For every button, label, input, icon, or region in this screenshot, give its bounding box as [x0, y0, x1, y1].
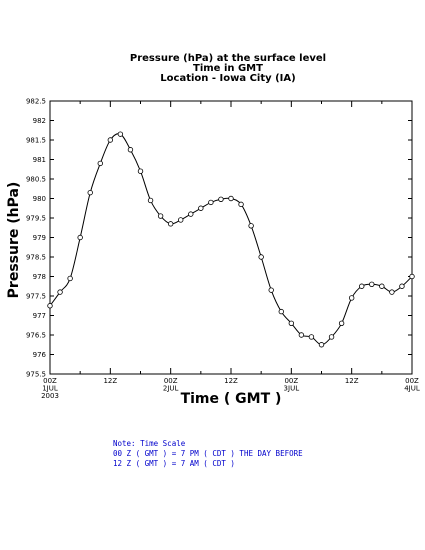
data-point [208, 199, 214, 206]
chart-title-line-1: Pressure (hPa) at the surface level [130, 53, 326, 64]
data-point [157, 213, 164, 219]
y-tick-label: 980 [33, 195, 46, 203]
data-point [399, 283, 405, 289]
data-point [308, 334, 315, 340]
y-axis-label: Pressure (hPa) [6, 182, 22, 299]
data-point [178, 217, 184, 223]
y-tick-label: 977 [33, 312, 46, 320]
data-point [258, 254, 264, 260]
y-tick-label: 979.5 [26, 215, 46, 223]
data-point [268, 287, 274, 293]
data-point [288, 320, 295, 326]
y-tick-label: 980.5 [26, 176, 46, 184]
y-tick-label: 981 [33, 156, 46, 164]
note-line-1: Note: Time Scale [113, 439, 186, 448]
data-point [127, 147, 134, 153]
data-point [218, 196, 224, 202]
data-point [298, 332, 305, 338]
x-tick-label: 12Z [345, 377, 359, 385]
data-point [278, 308, 284, 315]
data-point [348, 295, 355, 301]
y-axis: 975.5 976 976.5 977 977.5 978 978.5 979 979.5 980… [26, 98, 412, 379]
x-tick-label: 1JUL [42, 385, 58, 393]
data-point [117, 131, 124, 137]
data-point [77, 234, 83, 241]
data-point [328, 334, 335, 340]
data-point [198, 205, 204, 211]
x-tick-label: 00Z [405, 377, 419, 385]
pressure-line [49, 133, 413, 346]
data-point [97, 160, 103, 167]
chart-title-line-2: Time in GMT [193, 63, 263, 74]
data-point [338, 320, 345, 326]
y-tick-label: 979 [33, 234, 46, 242]
pressure-series [47, 131, 415, 348]
chart-title-line-3: Location - Iowa City (IA) [160, 73, 295, 84]
y-tick-label: 978.5 [26, 254, 46, 262]
x-axis-label: Time ( GMT ) [181, 391, 282, 407]
x-tick-label: 12Z [224, 377, 238, 385]
data-point [389, 289, 395, 295]
data-point [379, 283, 385, 289]
data-point [188, 211, 194, 217]
x-tick-label: 3JUL [284, 385, 300, 393]
x-tick-label: 2003 [41, 392, 59, 400]
x-tick-label: 00Z [43, 377, 57, 385]
y-tick-label: 975.5 [26, 371, 46, 379]
x-tick-label: 00Z [284, 377, 298, 385]
data-point [238, 201, 244, 208]
x-tick-label: 2JUL [163, 385, 179, 393]
data-point [167, 221, 174, 227]
x-tick-label: 12Z [103, 377, 117, 385]
data-point [107, 137, 114, 143]
data-point [369, 281, 375, 287]
y-tick-label: 977.5 [26, 293, 46, 301]
x-tick-label: 4JUL [404, 385, 420, 393]
data-point [318, 342, 325, 348]
y-tick-label: 976.5 [26, 332, 46, 340]
data-point [87, 189, 93, 196]
data-point [409, 273, 415, 280]
data-point [67, 275, 73, 282]
data-point [47, 303, 53, 309]
data-point [228, 195, 234, 202]
data-point [57, 289, 63, 295]
plot-frame [49, 100, 413, 375]
y-tick-label: 982.5 [26, 98, 46, 106]
note-line-3: 12 Z ( GMT ) = 7 AM ( CDT ) [113, 459, 235, 468]
data-point [359, 283, 365, 289]
data-point [147, 197, 154, 204]
data-point [248, 223, 254, 229]
y-tick-label: 978 [33, 273, 46, 281]
y-tick-label: 976 [33, 351, 47, 359]
data-point [137, 168, 144, 174]
y-tick-label: 982 [33, 117, 46, 125]
y-tick-label: 981.5 [26, 137, 46, 145]
x-tick-label: 00Z [164, 377, 178, 385]
note-line-2: 00 Z ( GMT ) = 7 PM ( CDT ) THE DAY BEFO… [113, 449, 303, 458]
